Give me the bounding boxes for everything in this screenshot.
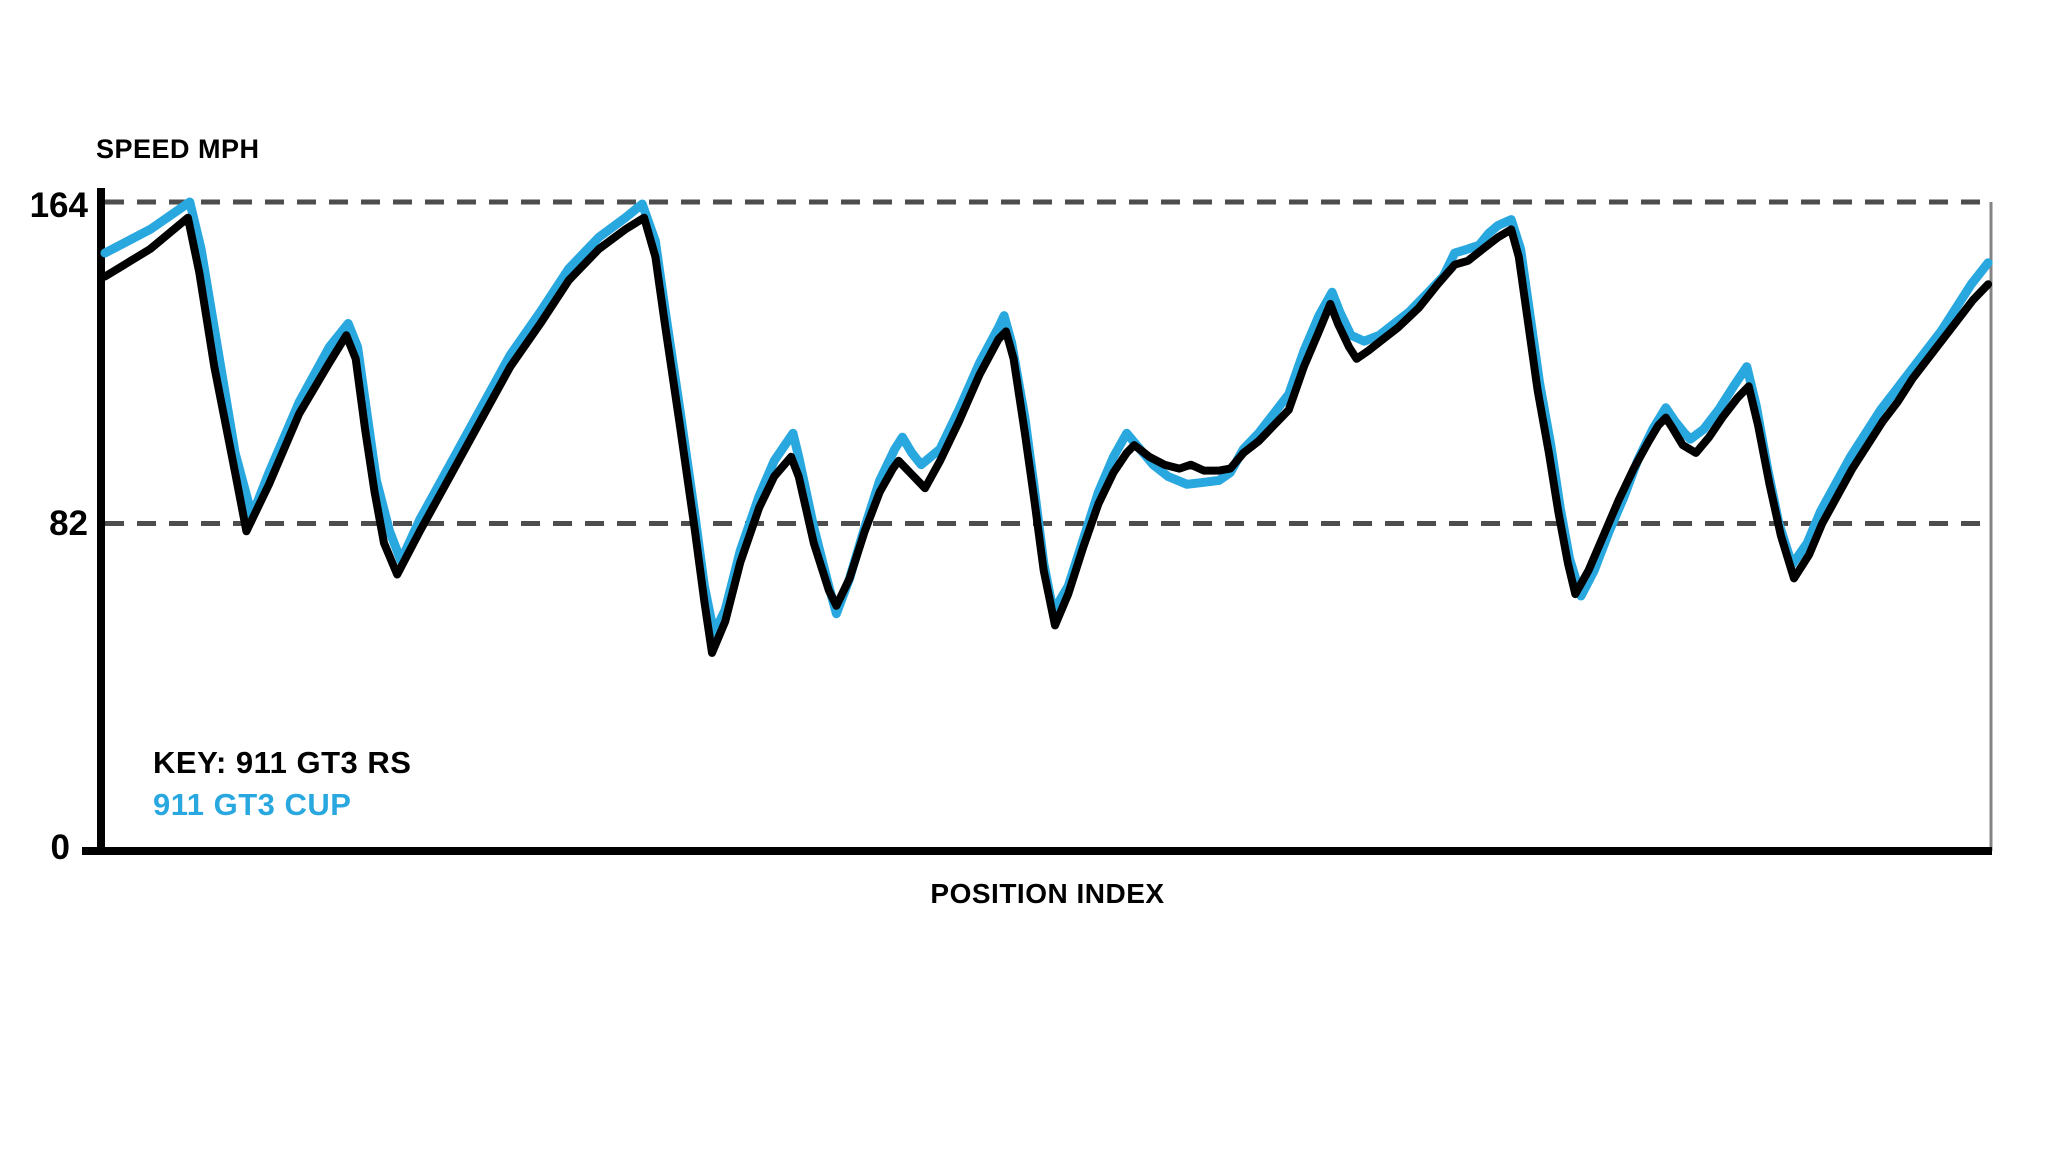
legend-gt3cup-label: 911 GT3 CUP bbox=[153, 787, 352, 822]
series-line-911-gt3-rs bbox=[101, 213, 1993, 657]
chart-title: SPEED MPH bbox=[96, 134, 260, 164]
series-line-911-gt3-cup bbox=[100, 197, 1993, 638]
y-tick-label-82: 82 bbox=[49, 504, 88, 543]
x-axis-label: POSITION INDEX bbox=[930, 878, 1165, 909]
y-tick-label-0: 0 bbox=[50, 828, 70, 867]
legend: KEY: 911 GT3 RS 911 GT3 CUP bbox=[153, 742, 411, 826]
y-tick-label-164: 164 bbox=[29, 186, 88, 225]
legend-gt3rs-label: KEY: 911 GT3 RS bbox=[153, 745, 412, 780]
